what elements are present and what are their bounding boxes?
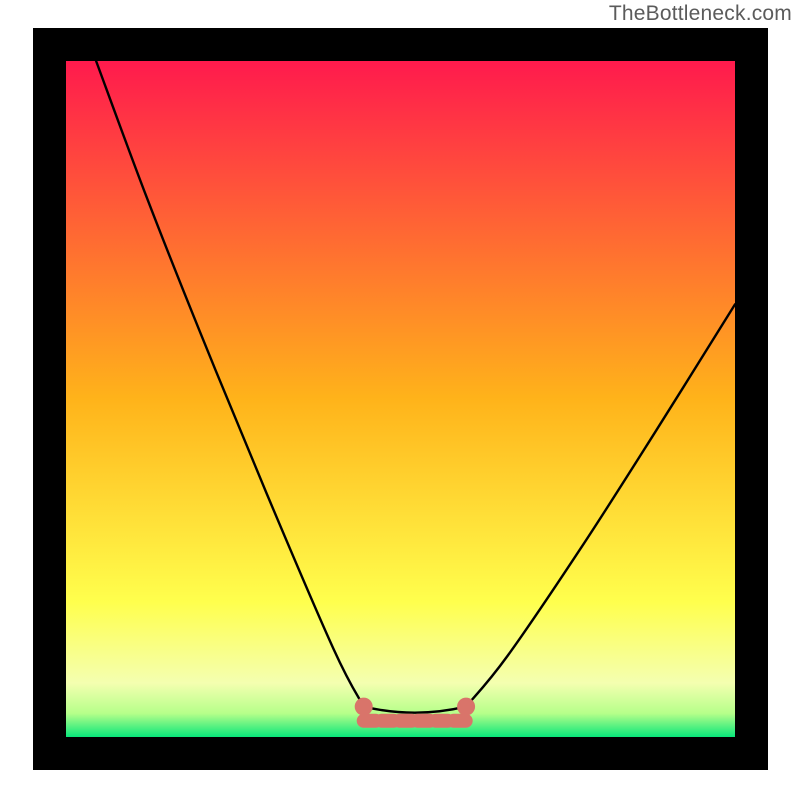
chart-root: TheBottleneck.com — [0, 0, 800, 800]
bottleneck-chart — [0, 0, 800, 800]
range-endpoint-right — [457, 698, 475, 716]
plot-area — [33, 28, 768, 770]
watermark-text: TheBottleneck.com — [609, 2, 792, 26]
range-endpoint-left — [355, 698, 373, 716]
